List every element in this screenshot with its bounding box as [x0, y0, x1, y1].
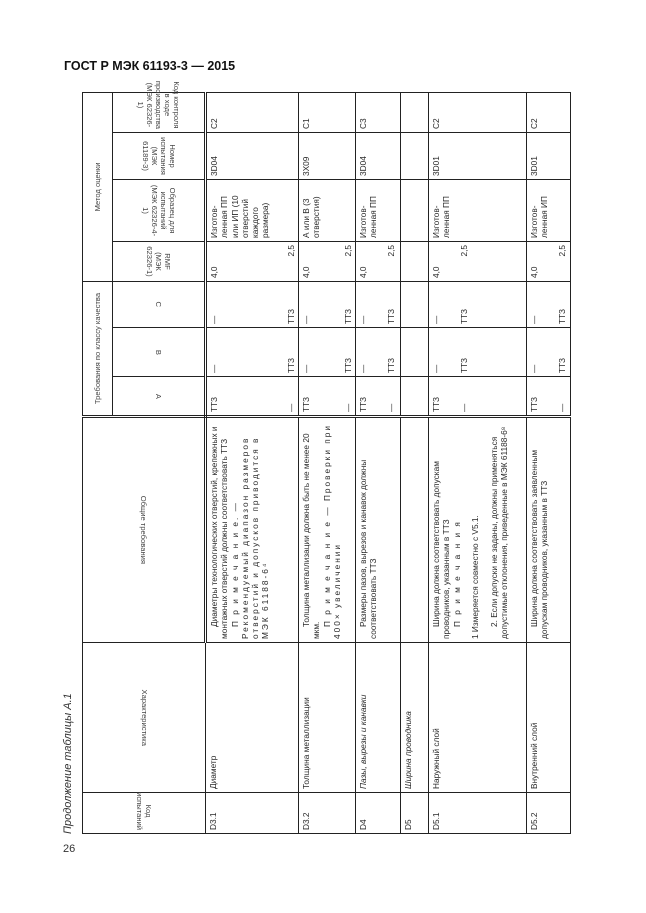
cell-code: D3.2: [298, 792, 356, 834]
general-text: Диаметры технологических отверстий, креп…: [209, 426, 230, 639]
cell-sample: Изготов-ленная ПП: [428, 179, 527, 242]
cell-rmf: [400, 241, 429, 282]
cell-general: Ширина должна соответствовать заявленным…: [526, 416, 571, 643]
cell-b: — ТТЗ: [526, 327, 571, 377]
cell-c: [400, 281, 429, 328]
cell-characteristic: Диаметр: [205, 642, 299, 793]
cell-code: D5: [400, 792, 429, 834]
cell-rmf: 4,0 2,5: [205, 241, 299, 282]
cell-general: Ширина должна соответствовать допускам п…: [428, 416, 527, 643]
cell-b: — ТТЗ: [428, 327, 527, 377]
rotated-table-frame: Код испытаний Характеристика Общие требо…: [82, 81, 571, 834]
page-number: 26: [63, 843, 76, 855]
cell-c: — ТТЗ: [205, 281, 299, 328]
cell-a: ТТЗ —: [205, 376, 299, 417]
cell-c: — ТТЗ: [355, 281, 401, 328]
cell-c: — ТТЗ: [526, 281, 571, 328]
cell-test-no: 3D04: [205, 132, 299, 180]
header-method-group: Метод оценки: [82, 92, 113, 282]
cell-b: [400, 327, 429, 377]
cell-general: [400, 416, 429, 643]
cell-sample: А или В (3 отверстия): [298, 179, 356, 242]
cell-code: D4: [355, 792, 401, 834]
cell-rmf: 4,0 2,5: [526, 241, 571, 282]
cell-sample: Изготов-ленная ИП: [526, 179, 571, 242]
cell-sample: Изготов-ленная ПП: [355, 179, 401, 242]
header-sample: Образец для испытаний (МЭК 62326-4-1): [112, 179, 206, 242]
table-row: D5.1 Наружный слой Ширина должна соответст…: [428, 92, 527, 834]
cell-control: [400, 92, 429, 133]
cell-test-no: [400, 132, 429, 180]
cell-control: C1: [298, 92, 356, 133]
cell-code: D5.2: [526, 792, 571, 834]
cell-sample: Изготов-ленная ПП или ИП (10 отверстий к…: [205, 179, 299, 242]
header-b: B: [112, 327, 206, 377]
cell-control: C3: [355, 92, 401, 133]
cell-a: ТТЗ —: [298, 376, 356, 417]
cell-general: Толщина металлизации должна быть не мене…: [298, 416, 356, 643]
general-text: 1 Измеряется совместно с V5.1.: [470, 515, 481, 639]
cell-a: ТТЗ —: [428, 376, 527, 417]
cell-rmf: 4,0 2,5: [355, 241, 401, 282]
header-test-no: Номер испытания (МЭК 61189-3): [112, 132, 206, 180]
header-rmf: RMF (МЭК 62326-1): [112, 241, 206, 282]
cell-characteristic: Пазы, вырезы и канавки: [355, 642, 401, 793]
cell-control: C2: [526, 92, 571, 133]
cell-test-no: 3D01: [428, 132, 527, 180]
cell-characteristic: Наружный слой: [428, 642, 527, 793]
cell-b: — ТТЗ: [205, 327, 299, 377]
general-text: П р и м е ч а н и я: [451, 520, 462, 627]
header-control: Код контроля в ходе производства (МЭК 62…: [112, 81, 206, 133]
requirements-table: Код испытаний Характеристика Общие требо…: [82, 81, 571, 834]
cell-a: ТТЗ —: [355, 376, 401, 417]
header-quality-group: Требования по классу качества: [82, 281, 113, 417]
table-row: D3.1 Диаметр Диаметры технологических отве…: [205, 92, 299, 834]
cell-characteristic: Толщина металлизации: [298, 642, 356, 793]
cell-control: C2: [428, 92, 527, 133]
general-text: Ширина должна соответствовать заявленным…: [529, 449, 550, 639]
header-characteristic: Характеристика: [82, 642, 206, 793]
cell-code: D3.1: [205, 792, 299, 834]
header-c: C: [112, 281, 206, 328]
cell-rmf: 4,0 2,5: [428, 241, 527, 282]
cell-code: D5.1: [428, 792, 527, 834]
cell-characteristic: Внутренний слой: [526, 642, 571, 793]
cell-b: — ТТЗ: [298, 327, 356, 377]
cell-general: Размеры пазов, вырезов и канавок должны …: [355, 416, 401, 643]
header-code: Код испытаний: [82, 792, 206, 834]
cell-a: ТТЗ —: [526, 376, 571, 417]
cell-sample: [400, 179, 429, 242]
cell-a: [400, 376, 429, 417]
general-text: Толщина металлизации должна быть не мене…: [301, 433, 322, 639]
general-text: Размеры пазов, вырезов и канавок должны …: [358, 459, 379, 639]
cell-c: — ТТЗ: [298, 281, 356, 328]
document-title: ГОСТ Р МЭК 61193-3 — 2015: [64, 59, 236, 73]
cell-test-no: 3D04: [355, 132, 401, 180]
cell-b: — ТТЗ: [355, 327, 401, 377]
general-text: Ширина должна соответствовать допускам п…: [431, 461, 452, 639]
general-text: П р и м е ч а н и е. — Рекомендуемый диа…: [229, 436, 271, 639]
cell-general: Диаметры технологических отверстий, креп…: [205, 416, 299, 643]
table-row: D3.2 Толщина металлизации Толщина металлиз…: [298, 92, 356, 834]
table-row: D5 Ширина проводника: [400, 92, 429, 834]
table-row: D5.2 Внутренний слой Ширина должна соответ…: [526, 92, 571, 834]
table-row: D4 Пазы, вырезы и канавки Размеры пазов, в…: [355, 92, 401, 834]
cell-test-no: 3D01: [526, 132, 571, 180]
cell-characteristic: Ширина проводника: [400, 642, 429, 793]
header-a: A: [112, 376, 206, 417]
general-text: П р и м е ч а н и е — Проверки при 400× …: [321, 424, 342, 639]
header-general: Общие требования: [82, 416, 206, 643]
general-text: 2. Если допуски не заданы, должны примен…: [488, 426, 510, 639]
cell-control: C2: [205, 92, 299, 133]
cell-rmf: 4,0 2,5: [298, 241, 356, 282]
table-caption: Продолжение таблицы А.1: [62, 693, 74, 834]
cell-test-no: 3X09: [298, 132, 356, 180]
cell-c: — ТТЗ: [428, 281, 527, 328]
